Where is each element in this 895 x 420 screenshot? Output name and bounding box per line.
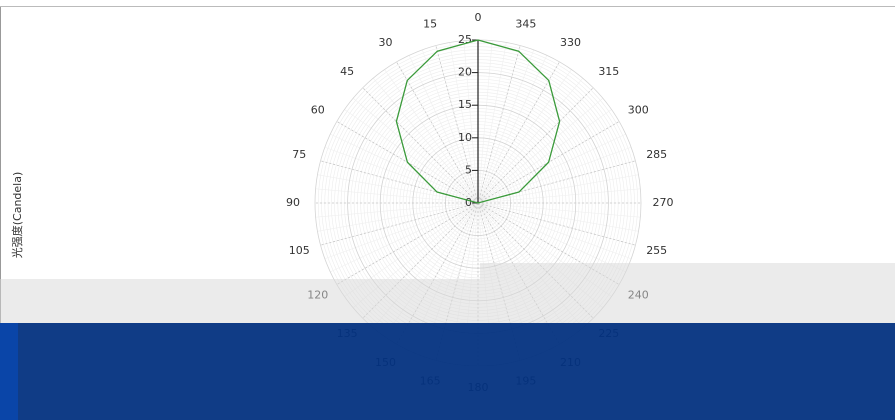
bottom-panel (0, 323, 895, 420)
angle-tick-label: 75 (292, 148, 306, 161)
angle-tick-label: 45 (340, 65, 354, 78)
y-axis-label: 光强度(Candela) (10, 172, 24, 259)
grid-spoke (362, 202, 479, 319)
r-tick-label: 5 (465, 163, 472, 176)
grid-spoke (477, 202, 594, 319)
angle-tick-label: 270 (653, 196, 674, 209)
grid-spoke (320, 160, 479, 204)
angle-tick-label: 90 (286, 196, 300, 209)
minor-grid-spoke (463, 40, 479, 204)
grid-spoke (477, 87, 594, 204)
minor-grid-spoke (477, 40, 493, 204)
grid-spoke (477, 45, 521, 204)
minor-grid-spoke (477, 55, 548, 204)
grid-spoke (396, 202, 479, 345)
minor-grid-spoke (317, 174, 479, 204)
minor-grid-spoke (477, 174, 639, 204)
angle-tick-label: 15 (423, 17, 437, 30)
minor-grid-spoke (421, 49, 479, 204)
gray-band (0, 279, 480, 323)
angle-tick-label: 0 (475, 11, 482, 24)
angle-tick-label: 255 (646, 244, 667, 257)
grid-spoke (362, 87, 479, 204)
angle-tick-label: 285 (646, 148, 667, 161)
angle-tick-label: 105 (289, 244, 310, 257)
minor-grid-spoke (477, 49, 535, 204)
series-line (395, 39, 561, 204)
minor-grid-spoke (317, 202, 479, 232)
minor-grid-spoke (449, 42, 479, 204)
grid-spoke (477, 202, 620, 285)
minor-grid-spoke (408, 55, 479, 204)
minor-grid-spoke (477, 97, 604, 204)
minor-grid-spoke (477, 188, 641, 204)
r-tick-label: 15 (458, 98, 472, 111)
minor-grid-spoke (344, 109, 479, 204)
minor-grid-spoke (324, 146, 479, 204)
minor-grid-spoke (477, 202, 626, 273)
minor-grid-spoke (315, 188, 479, 204)
minor-grid-spoke (477, 69, 572, 204)
minor-grid-spoke (477, 202, 632, 260)
minor-grid-spoke (477, 77, 584, 204)
minor-grid-spoke (477, 146, 632, 204)
minor-grid-spoke (384, 69, 479, 204)
grid-spoke (435, 45, 479, 204)
minor-grid-spoke (330, 202, 479, 273)
angle-tick-label: 345 (515, 17, 536, 30)
minor-grid-spoke (372, 77, 479, 204)
r-tick-label: 10 (458, 131, 472, 144)
side-strip (0, 323, 18, 420)
r-tick-label: 20 (458, 66, 472, 79)
minor-grid-spoke (477, 202, 641, 218)
grid-spoke (320, 202, 479, 246)
minor-grid-spoke (330, 133, 479, 204)
minor-grid-spoke (477, 133, 626, 204)
minor-grid-spoke (477, 109, 612, 204)
minor-grid-spoke (324, 202, 479, 260)
angle-tick-label: 300 (628, 104, 649, 117)
gray-band (480, 263, 895, 323)
minor-grid-spoke (477, 42, 507, 204)
minor-grid-spoke (477, 202, 639, 232)
grid-spoke (477, 61, 560, 204)
angle-tick-label: 315 (598, 65, 619, 78)
minor-grid-spoke (315, 202, 479, 218)
grid-spoke (477, 160, 636, 204)
r-tick-label: 0 (465, 196, 472, 209)
grid-spoke (477, 202, 636, 246)
minor-grid-spoke (352, 97, 479, 204)
angle-tick-label: 30 (379, 36, 393, 49)
angle-tick-label: 330 (560, 36, 581, 49)
grid-spoke (336, 202, 479, 285)
grid-spoke (396, 61, 479, 204)
angle-tick-label: 60 (311, 104, 325, 117)
